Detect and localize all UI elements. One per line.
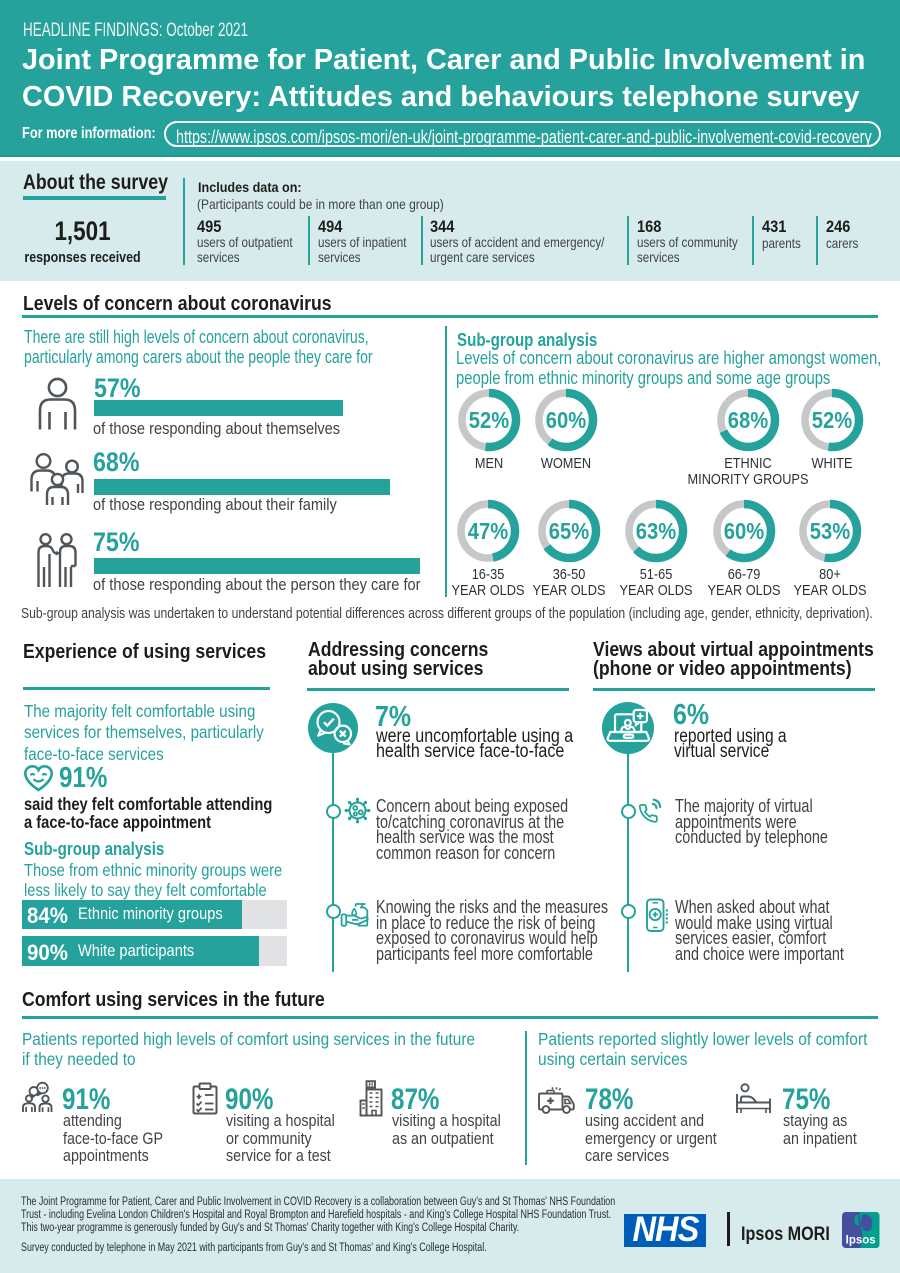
- svg-text:H: H: [368, 1081, 373, 1088]
- svg-text:Ipsos: Ipsos: [846, 1235, 876, 1247]
